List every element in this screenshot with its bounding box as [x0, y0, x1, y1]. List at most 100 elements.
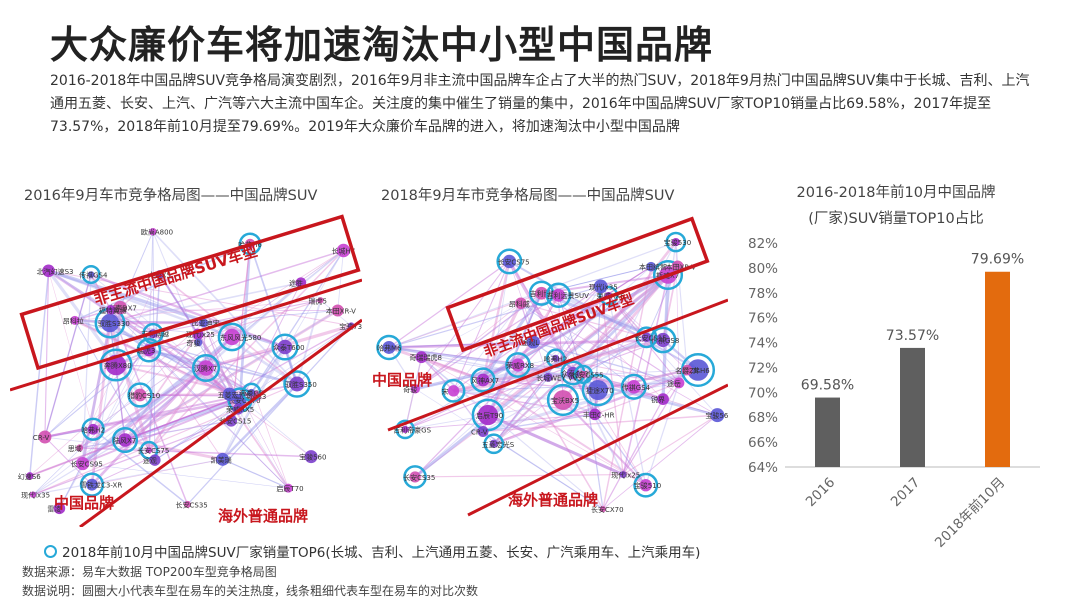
- network-node-label: 奔腾X80: [104, 361, 132, 370]
- network-edge: [44, 428, 94, 438]
- top6-node-ring: [633, 472, 659, 498]
- network-edge: [482, 414, 718, 433]
- network-node: [87, 271, 95, 278]
- y-tick-label: 74%: [748, 336, 778, 352]
- network-node-label: 途观: [143, 456, 157, 465]
- top6-node-ring: [283, 370, 311, 398]
- network-node-label: 现代ix35: [589, 282, 618, 291]
- network-node-label: 众泰T600: [273, 343, 305, 352]
- network-node: [476, 373, 490, 387]
- network-edge: [541, 292, 680, 384]
- x-category-label: 2016: [803, 475, 839, 511]
- label-china-brands: 中国品牌: [54, 494, 114, 512]
- network-node-label: 汉腾X7: [194, 364, 217, 373]
- network-edge: [558, 295, 596, 415]
- network-node: [145, 447, 153, 454]
- top6-node-ring: [376, 334, 402, 361]
- legend: 2018年前10月中国品牌SUV厂家销量TOP6(长城、吉利、上汽通用五菱、长安…: [44, 541, 700, 561]
- network-edge: [203, 310, 338, 324]
- network-node-label: 奇骏: [186, 338, 200, 347]
- network-edge: [48, 270, 112, 311]
- network-node-label: 驭胜S350: [285, 380, 317, 389]
- network-edge: [520, 302, 647, 338]
- network-node: [553, 390, 573, 410]
- network-edge: [453, 261, 510, 392]
- network-node: [477, 404, 499, 426]
- network-edge: [481, 292, 543, 381]
- top6-node-ring: [403, 465, 427, 489]
- top6-node-ring: [142, 322, 164, 345]
- network-edge: [82, 463, 289, 489]
- network-edge: [222, 250, 344, 460]
- network-edge: [405, 413, 595, 430]
- network-edge: [124, 309, 339, 442]
- network-edge: [558, 295, 584, 375]
- network-node-label: 吉利博越: [530, 289, 558, 298]
- top6-node-ring: [483, 433, 505, 455]
- bar-value-label: 73.57%: [886, 328, 939, 344]
- network-map-2018-svg: 风神AX7荣威RX8众泰T600捷途X70宝沃BX5启辰T90斯威X7传祺GS8…: [372, 216, 728, 517]
- network-edge: [74, 309, 112, 322]
- network-node-label: 宝骏560: [299, 453, 326, 462]
- network-node-label: 长安CS15: [635, 333, 667, 342]
- network-edge: [541, 266, 652, 294]
- network-edge: [74, 320, 150, 451]
- network-edge: [415, 473, 624, 478]
- network-node-label: 传祺GS4: [79, 271, 108, 280]
- network-edge: [541, 293, 584, 375]
- network-edge: [557, 295, 564, 401]
- top6-ring-icon: [44, 544, 57, 558]
- network-node: [593, 279, 608, 294]
- network-edge: [337, 250, 344, 311]
- network-edge: [79, 420, 232, 449]
- network-edge: [481, 302, 523, 381]
- network-edge: [59, 333, 154, 509]
- network-node: [216, 452, 230, 466]
- network-node: [673, 377, 685, 389]
- network-node-label: 雪铁龙C3-XR: [80, 481, 122, 490]
- network-node-label: CR-V: [471, 429, 488, 437]
- network-node-label: 东风风光580: [220, 333, 261, 342]
- top6-node-ring: [395, 419, 416, 440]
- network-edge: [572, 265, 679, 374]
- network-node: [626, 379, 641, 394]
- network-edge: [622, 414, 718, 476]
- network-edge: [110, 309, 289, 489]
- network-edge: [197, 342, 230, 395]
- network-edge: [487, 273, 669, 417]
- network-edge: [44, 436, 150, 451]
- network-node-label: 驭胜S330: [98, 319, 130, 328]
- bar-chart-title-line-2: (厂家)SUV销量TOP10占比: [808, 211, 984, 227]
- network-node: [409, 471, 421, 483]
- network-edge: [597, 241, 677, 391]
- network-edge: [602, 266, 652, 510]
- network-node-label: 风神AX7: [471, 376, 499, 385]
- divider-line-top: [387, 298, 728, 432]
- network-node: [149, 228, 157, 236]
- network-node-label: 哈弗H2: [544, 354, 568, 363]
- network-node: [277, 339, 293, 355]
- network-edge: [482, 379, 647, 487]
- network-node: [194, 338, 203, 347]
- network-edge: [415, 302, 522, 390]
- network-node-label: 宝骏510: [634, 481, 661, 490]
- network-node-label: 五菱宏光S: [482, 440, 515, 449]
- network-map-2016-svg: 奔腾X80 汉腾X7 驭胜S350 长安CX70 猎豹CS10 陆风X7 东风风光580 众泰…: [10, 214, 362, 527]
- network-node: [53, 502, 66, 515]
- top6-node-ring: [81, 417, 105, 441]
- network-edge: [148, 231, 154, 351]
- network-edge: [197, 333, 230, 395]
- network-edge: [492, 274, 669, 445]
- x-category-label: 2017: [888, 475, 924, 511]
- network-edge: [79, 420, 232, 449]
- network-node-label: 欧尚A800: [141, 228, 173, 237]
- network-edge: [204, 367, 240, 411]
- network-node: [641, 332, 652, 343]
- network-edge: [221, 346, 287, 460]
- bar-2018年前10月: [985, 271, 1010, 467]
- network-node-label: 长安CS35: [176, 500, 208, 509]
- network-node-label: 东南DX7: [108, 304, 137, 313]
- network-edge: [561, 274, 670, 401]
- top6-node-ring: [665, 231, 687, 253]
- y-tick-label: 78%: [748, 286, 778, 302]
